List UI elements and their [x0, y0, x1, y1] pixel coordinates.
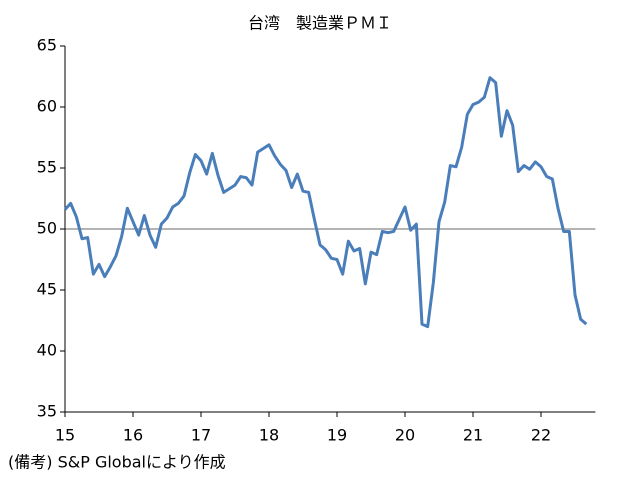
y-tick-label: 65 [37, 36, 57, 55]
x-tick-label: 18 [259, 426, 279, 445]
x-tick-label: 15 [55, 426, 75, 445]
x-tick-label: 20 [395, 426, 415, 445]
y-tick-label: 50 [37, 219, 57, 238]
x-tick-label: 16 [123, 426, 143, 445]
note: (備考) S&P Globalにより作成 [8, 453, 226, 472]
x-tick-label: 21 [463, 426, 483, 445]
line [63, 76, 588, 329]
x-tick-label: 22 [531, 426, 551, 445]
x-tick-label: 17 [191, 426, 211, 445]
y-tick-label: 55 [37, 158, 57, 177]
chart-title: 台湾 製造業ＰＭＩ [248, 14, 392, 33]
y-tick-label: 40 [37, 341, 57, 360]
y-tick-label: 60 [37, 97, 57, 116]
y-tick-label: 45 [37, 280, 57, 299]
x-tick-label: 19 [327, 426, 347, 445]
y-tick-label: 35 [37, 402, 57, 421]
